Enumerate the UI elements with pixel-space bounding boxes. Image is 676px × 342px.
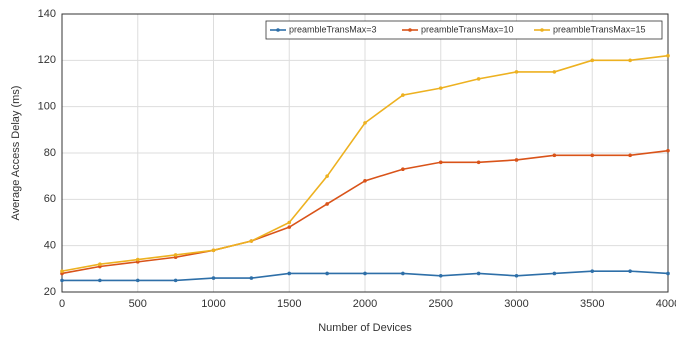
- x-tick-label: 0: [59, 298, 65, 310]
- point-marker: [401, 93, 405, 97]
- legend: preambleTransMax=3 preambleTransMax=10 pre…: [265, 20, 663, 40]
- point-marker: [438, 273, 443, 278]
- point-marker: [173, 253, 178, 257]
- point-marker: [287, 271, 292, 276]
- point-marker: [552, 153, 557, 158]
- point-marker: [287, 225, 292, 229]
- legend-marker: [408, 28, 412, 32]
- point-marker: [666, 53, 670, 58]
- point-marker: [590, 58, 595, 63]
- point-marker: [363, 179, 367, 183]
- plot-frame: [61, 13, 669, 293]
- point-marker: [211, 248, 216, 253]
- y-tick-label: 40: [44, 240, 56, 252]
- x-tick-label: 2500: [429, 298, 453, 310]
- point-marker: [476, 160, 481, 165]
- point-marker: [325, 271, 329, 276]
- point-marker: [325, 174, 329, 178]
- x-tick-label: 500: [129, 298, 147, 310]
- legend-box: [265, 20, 663, 40]
- point-marker: [438, 86, 443, 90]
- y-tick-label: 100: [38, 101, 56, 113]
- y-tick-label: 20: [44, 286, 56, 298]
- legend-marker: [540, 28, 544, 32]
- x-tick-label: 2000: [353, 298, 377, 310]
- point-marker: [514, 158, 519, 162]
- legend-marker: [276, 28, 280, 32]
- point-marker: [628, 153, 632, 158]
- point-marker: [363, 121, 367, 125]
- point-marker: [666, 148, 670, 153]
- point-marker: [666, 271, 670, 276]
- legend-label: preambleTransMax=10: [421, 24, 513, 34]
- point-marker: [476, 77, 481, 81]
- point-marker: [590, 153, 595, 158]
- x-tick-label: 3500: [580, 298, 604, 310]
- point-marker: [249, 276, 254, 280]
- point-marker: [590, 269, 595, 273]
- point-marker: [552, 70, 557, 74]
- point-marker: [211, 276, 216, 280]
- point-marker: [628, 58, 632, 63]
- x-tick-label: 4000: [656, 298, 676, 310]
- point-marker: [401, 271, 405, 276]
- y-tick-label: 120: [38, 54, 56, 66]
- point-marker: [249, 239, 254, 243]
- y-tick-label: 140: [38, 8, 56, 20]
- point-marker: [325, 202, 329, 206]
- x-tick-label: 1000: [201, 298, 225, 310]
- x-tick-label: 1500: [277, 298, 301, 310]
- point-marker: [135, 278, 140, 283]
- point-marker: [173, 278, 178, 283]
- point-marker: [401, 167, 405, 172]
- legend-label: preambleTransMax=3: [289, 24, 376, 34]
- point-marker: [287, 220, 292, 225]
- point-marker: [98, 278, 102, 283]
- point-marker: [628, 269, 632, 273]
- y-tick-label: 60: [44, 193, 56, 205]
- point-marker: [98, 262, 102, 267]
- point-marker: [60, 269, 64, 273]
- y-tick-label: 80: [44, 147, 56, 159]
- point-marker: [476, 271, 481, 276]
- point-marker: [135, 257, 140, 262]
- point-marker: [552, 271, 557, 276]
- x-axis-label: Number of Devices: [318, 322, 412, 334]
- point-marker: [438, 160, 443, 165]
- legend-label: preambleTransMax=15: [553, 24, 645, 34]
- point-marker: [60, 278, 64, 283]
- point-marker: [363, 271, 367, 276]
- point-marker: [514, 70, 519, 74]
- x-tick-label: 3000: [504, 298, 528, 310]
- y-axis-label: Average Access Delay (ms): [10, 86, 22, 221]
- point-marker: [514, 273, 519, 278]
